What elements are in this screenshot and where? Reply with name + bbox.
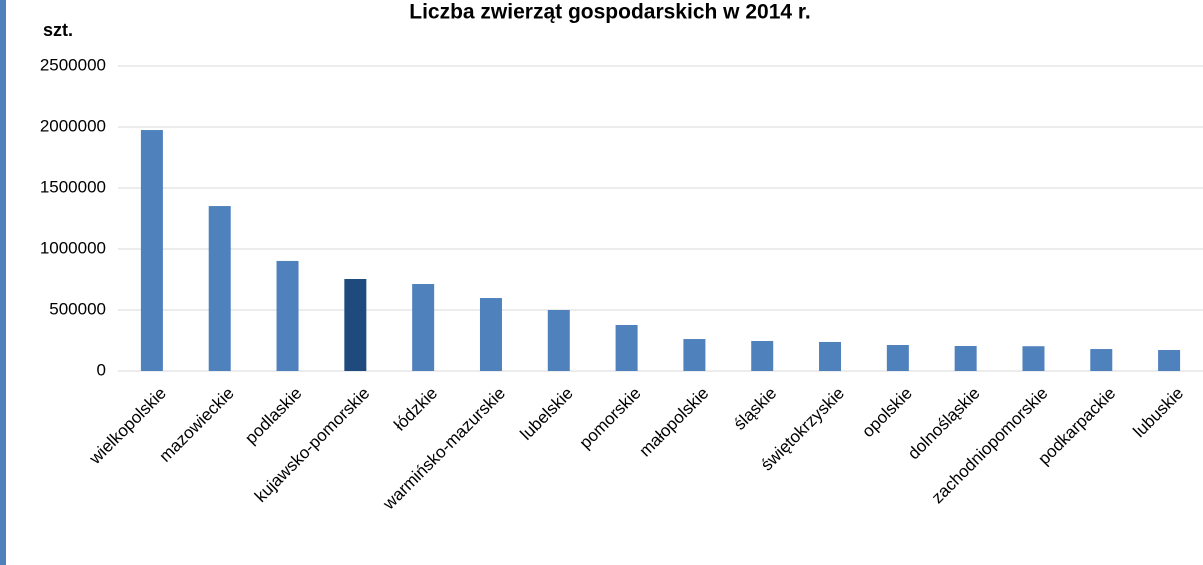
x-tick-label: wielkopolskie: [85, 384, 170, 469]
x-tick-label: kujawsko-pomorskie: [251, 384, 373, 506]
y-tick-label: 1500000: [40, 177, 106, 196]
bar: [208, 206, 231, 371]
x-tick-label: lubelskie: [517, 384, 577, 444]
bar: [547, 310, 570, 371]
bar: [344, 279, 367, 371]
x-tick-label: opolskie: [858, 384, 916, 442]
bar: [751, 340, 774, 371]
y-tick-label: 2000000: [40, 116, 106, 135]
bar: [683, 339, 706, 371]
left-border: [0, 0, 6, 565]
y-tick-label: 0: [97, 360, 106, 379]
x-tick-label: zachodniopomorskie: [928, 384, 1052, 508]
x-tick-label: pomorskie: [576, 384, 645, 453]
bar: [1158, 350, 1181, 371]
bar: [140, 130, 163, 371]
y-tick-label: 500000: [49, 299, 106, 318]
bar: [954, 345, 977, 371]
chart-title: Liczba zwierząt gospodarskich w 2014 r.: [409, 1, 810, 24]
x-tick-label: podlaskie: [241, 384, 305, 448]
x-tick-label: śląskie: [730, 384, 780, 434]
bar: [276, 260, 299, 371]
bar: [886, 345, 909, 371]
x-tick-label: łódzkie: [390, 384, 441, 435]
bar: [479, 298, 502, 371]
bar: [1022, 346, 1045, 371]
y-tick-label: 2500000: [40, 55, 106, 74]
bar: [1090, 349, 1113, 371]
bar: [412, 284, 435, 371]
y-axis-label: szt.: [43, 20, 73, 40]
bar: [819, 341, 842, 371]
x-tick-label: lubuskie: [1130, 384, 1188, 442]
x-tick-label: małopolskie: [635, 384, 712, 461]
x-tick-label: warmińsko-mazurskie: [379, 384, 509, 514]
bar: [615, 325, 638, 371]
y-tick-label: 1000000: [40, 238, 106, 257]
